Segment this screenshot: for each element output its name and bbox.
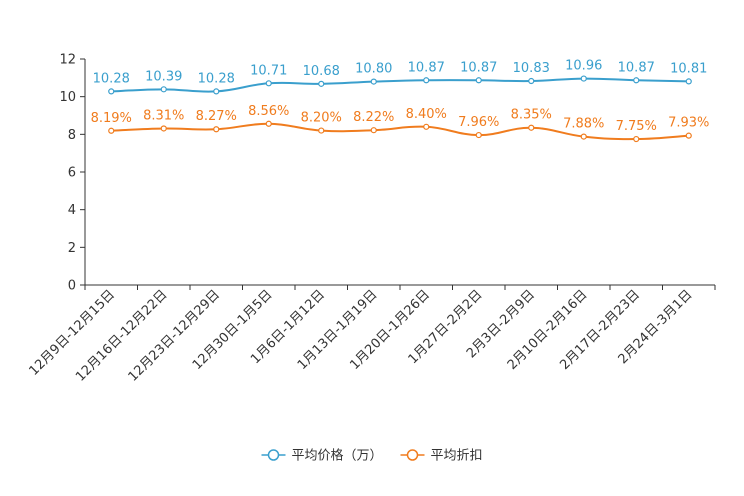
data-label: 10.81: [670, 61, 707, 76]
y-tick-label: 2: [68, 241, 76, 256]
data-point: [318, 127, 325, 134]
data-point: [160, 125, 167, 132]
data-label: 10.39: [145, 69, 182, 84]
series-line-1: [111, 122, 689, 141]
data-label: 8.20%: [301, 111, 342, 126]
y-tick-label: 4: [68, 203, 76, 218]
data-label: 10.68: [303, 64, 340, 79]
data-label: 10.28: [93, 71, 130, 86]
data-label: 7.75%: [616, 119, 657, 134]
data-label: 7.96%: [458, 115, 499, 130]
data-label: 8.35%: [511, 108, 552, 123]
data-label: 10.83: [513, 61, 550, 76]
data-point: [528, 77, 535, 85]
data-label: 8.19%: [91, 111, 132, 126]
data-point: [685, 132, 692, 139]
y-tick-label: 0: [68, 279, 76, 294]
data-label: 10.87: [408, 60, 445, 75]
data-label: 7.88%: [563, 117, 604, 132]
series-line-0: [111, 77, 689, 93]
data-point: [475, 131, 482, 139]
data-point: [528, 124, 535, 131]
legend-item-0: 平均价格（万）: [261, 448, 383, 464]
data-point: [580, 75, 587, 82]
data-point: [108, 127, 115, 134]
data-point: [423, 123, 430, 130]
data-point: [685, 78, 692, 85]
data-point: [265, 120, 272, 127]
data-label: 7.93%: [668, 116, 709, 131]
data-point: [213, 126, 220, 133]
data-label: 8.56%: [248, 104, 289, 119]
y-tick-label: 12: [59, 53, 76, 68]
data-point: [475, 77, 482, 84]
data-point: [580, 133, 587, 140]
legend-marker: [267, 449, 280, 461]
data-point: [213, 88, 220, 95]
legend-marker: [406, 449, 419, 461]
data-point: [160, 86, 167, 93]
y-tick-label: 8: [68, 128, 76, 143]
data-point: [370, 78, 377, 85]
data-label: 8.40%: [406, 107, 447, 122]
data-label: 10.28: [198, 71, 235, 86]
y-tick-label: 6: [68, 166, 76, 181]
y-tick-label: 10: [59, 90, 76, 105]
data-point: [108, 88, 115, 95]
legend-item-1: 平均折扣: [400, 449, 483, 464]
data-label: 10.71: [250, 63, 287, 78]
data-label: 8.31%: [143, 108, 184, 123]
data-point: [318, 80, 325, 87]
x-tick-label: 12月9日-12月15日: [26, 287, 118, 379]
data-point: [633, 135, 640, 143]
data-point: [423, 77, 430, 84]
data-point: [633, 77, 640, 84]
data-point: [265, 80, 272, 87]
x-tick-label: 12月16日-12月22日: [73, 287, 170, 384]
data-label: 10.87: [618, 60, 655, 75]
data-label: 8.22%: [353, 110, 394, 125]
data-label: 10.96: [565, 59, 602, 74]
legend-label: 平均价格（万）: [292, 448, 383, 464]
x-tick-label: 12月23日-12月29日: [126, 287, 223, 384]
legend-label: 平均折扣: [431, 449, 483, 464]
data-label: 10.80: [355, 62, 392, 77]
data-point: [370, 127, 377, 134]
data-label: 10.87: [460, 60, 497, 75]
data-label: 8.27%: [196, 109, 237, 124]
